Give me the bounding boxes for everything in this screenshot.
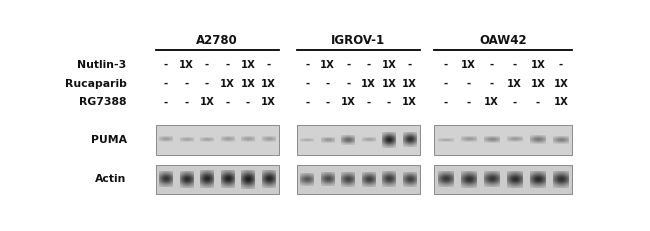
Text: Nutlin-3: Nutlin-3 (77, 60, 127, 70)
Text: -: - (164, 97, 168, 107)
Text: 1X: 1X (240, 79, 255, 89)
Bar (297, 125, 420, 155)
Text: Actin: Actin (95, 174, 127, 184)
Text: 1X: 1X (261, 79, 276, 89)
Text: -: - (164, 60, 168, 70)
Text: RG7388: RG7388 (79, 97, 127, 107)
Text: -: - (185, 97, 188, 107)
Text: 1X: 1X (484, 97, 499, 107)
Text: 1X: 1X (507, 79, 522, 89)
Text: -: - (489, 60, 493, 70)
Bar (156, 165, 279, 194)
Text: Rucaparib: Rucaparib (65, 79, 127, 89)
Text: 1X: 1X (341, 97, 356, 107)
Text: 1X: 1X (361, 79, 376, 89)
Text: -: - (387, 97, 391, 107)
Text: OAW42: OAW42 (480, 34, 527, 47)
Text: 1X: 1X (402, 97, 417, 107)
Bar (434, 165, 573, 194)
Text: -: - (305, 97, 309, 107)
Text: -: - (536, 97, 540, 107)
Text: -: - (467, 97, 471, 107)
Text: -: - (367, 60, 370, 70)
Text: -: - (205, 79, 209, 89)
Text: 1X: 1X (382, 79, 396, 89)
Text: 1X: 1X (382, 60, 396, 70)
Text: -: - (266, 60, 270, 70)
Text: 1X: 1X (461, 60, 476, 70)
Text: -: - (305, 60, 309, 70)
Text: -: - (326, 97, 330, 107)
Text: -: - (305, 79, 309, 89)
Text: 1X: 1X (220, 79, 235, 89)
Text: -: - (443, 97, 447, 107)
Text: -: - (367, 97, 370, 107)
Text: 1X: 1X (261, 97, 276, 107)
Text: 1X: 1X (179, 60, 194, 70)
Bar (297, 165, 420, 194)
Text: -: - (513, 60, 517, 70)
Text: 1X: 1X (402, 79, 417, 89)
Text: -: - (346, 60, 350, 70)
Text: -: - (559, 60, 563, 70)
Text: -: - (246, 97, 250, 107)
Text: -: - (467, 79, 471, 89)
Bar (434, 125, 573, 155)
Text: PUMA: PUMA (90, 135, 127, 145)
Text: -: - (226, 97, 229, 107)
Text: 1X: 1X (530, 79, 545, 89)
Text: -: - (346, 79, 350, 89)
Text: IGROV-1: IGROV-1 (332, 34, 385, 47)
Text: 1X: 1X (240, 60, 255, 70)
Bar (156, 125, 279, 155)
Text: -: - (443, 60, 447, 70)
Text: -: - (185, 79, 188, 89)
Text: -: - (326, 79, 330, 89)
Text: 1X: 1X (530, 60, 545, 70)
Text: -: - (226, 60, 229, 70)
Text: 1X: 1X (553, 79, 568, 89)
Text: A2780: A2780 (196, 34, 238, 47)
Text: 1X: 1X (200, 97, 214, 107)
Text: 1X: 1X (320, 60, 335, 70)
Text: -: - (513, 97, 517, 107)
Text: 1X: 1X (553, 97, 568, 107)
Text: -: - (164, 79, 168, 89)
Text: -: - (443, 79, 447, 89)
Text: -: - (205, 60, 209, 70)
Text: -: - (408, 60, 411, 70)
Text: -: - (489, 79, 493, 89)
